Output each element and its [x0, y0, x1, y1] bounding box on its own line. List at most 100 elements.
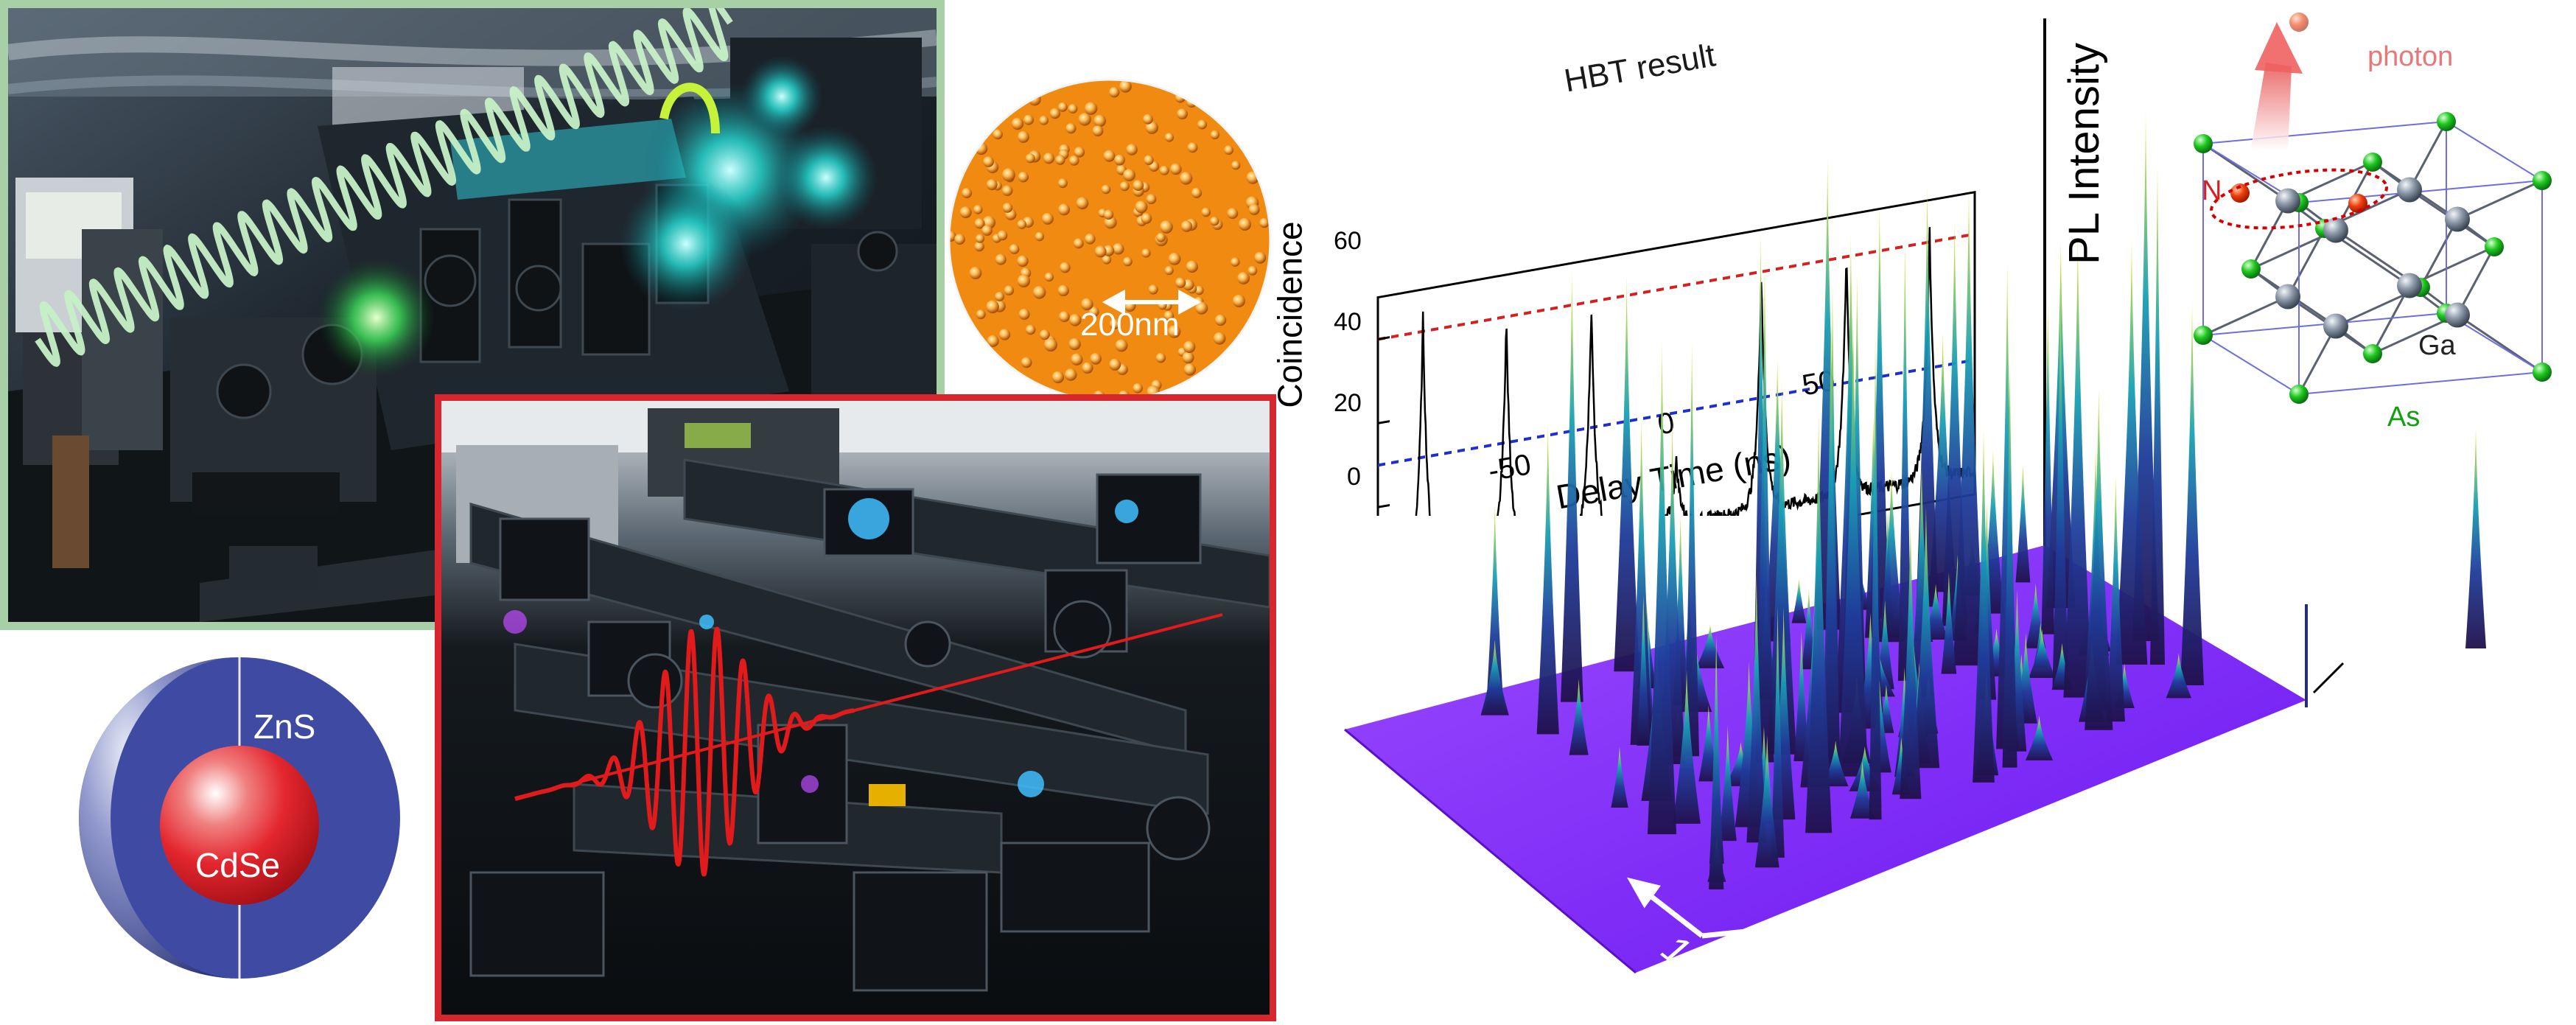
quantum-dot — [1175, 277, 1186, 288]
quantum-dot — [1032, 286, 1046, 299]
quantum-dot — [1017, 274, 1030, 287]
quantum-dot — [1155, 353, 1166, 363]
pl-peak — [2029, 629, 2056, 678]
quantum-dot — [1197, 119, 1207, 130]
quantum-dot — [1071, 353, 1083, 365]
quantum-dot — [1057, 178, 1068, 189]
as-atom — [2437, 112, 2456, 131]
core-label: CdSe — [195, 846, 281, 884]
ytick-60: 60 — [1334, 227, 1362, 255]
quantum-dot — [1064, 368, 1077, 381]
quantum-dot — [1017, 130, 1029, 143]
ga-atom — [2397, 273, 2422, 298]
pl-peak — [1630, 418, 1653, 745]
quantum-dot — [1041, 212, 1054, 225]
quantum-dot — [1180, 220, 1193, 232]
pl-peak — [1878, 470, 1905, 643]
quantum-dot — [1224, 145, 1233, 155]
ga-atom — [2323, 313, 2348, 339]
pl-peak — [2085, 385, 2113, 730]
quantum-dot — [1177, 108, 1188, 119]
quantum-dot — [1049, 108, 1060, 119]
quantum-dot — [1092, 125, 1104, 136]
quantum-dot — [1059, 311, 1070, 323]
quantum-dot — [1254, 251, 1267, 264]
quantum-dot — [1148, 284, 1158, 295]
quantum-dot — [1231, 161, 1241, 170]
quantum-dot — [1210, 130, 1219, 139]
quantum-dot — [993, 129, 1003, 140]
pl-peak — [1805, 413, 1833, 833]
quantum-dot — [1090, 353, 1102, 365]
quantum-dot — [1170, 163, 1182, 175]
quantum-dot — [1210, 217, 1219, 226]
arsenic-label: As — [2387, 402, 2421, 433]
quantum-dot — [1043, 153, 1054, 164]
pl-peak — [1561, 270, 1583, 702]
reference-line-red — [1378, 232, 1975, 341]
quantum-dot — [1163, 310, 1175, 321]
pl-peak — [1771, 606, 1785, 858]
quantum-dot — [1109, 358, 1121, 371]
quantum-dot — [1084, 102, 1098, 115]
quantum-dot — [1160, 220, 1173, 234]
quantum-dot — [1078, 113, 1091, 126]
quantum-dot — [1141, 213, 1152, 224]
quantum-dot — [1194, 285, 1204, 295]
quantum-dot — [981, 225, 993, 236]
quantum-dot — [962, 188, 972, 198]
as-atom — [2241, 259, 2261, 279]
pl-peak — [1838, 321, 1869, 777]
quantum-dot — [1164, 133, 1175, 142]
quantum-dot — [995, 291, 1005, 301]
quantum-dot — [1068, 314, 1082, 326]
quantum-dot — [969, 267, 982, 279]
pl-peak — [1953, 189, 1985, 666]
pl-peak — [1912, 507, 1940, 769]
ga-atom — [2397, 177, 2422, 203]
quantum-dot — [1068, 104, 1078, 113]
pl-peak — [1849, 761, 1875, 819]
pl-peak — [1821, 310, 1841, 782]
quantum-dot — [1133, 180, 1144, 192]
quantum-dot — [1145, 121, 1158, 134]
quantum-dot — [1238, 217, 1251, 231]
quantum-dot — [1213, 332, 1226, 345]
quantum-dot — [1076, 197, 1089, 210]
as-atom — [2194, 134, 2213, 153]
quantum-dot — [1081, 298, 1093, 311]
quantum-dot — [997, 230, 1008, 241]
quantum-dot — [1094, 245, 1107, 258]
pl-peak — [2149, 164, 2166, 665]
quantum-dot — [1259, 217, 1270, 228]
quantum-dot — [954, 234, 965, 245]
pl-peak — [1480, 640, 1509, 716]
as-atom — [2485, 237, 2504, 256]
quantum-dot — [949, 231, 956, 242]
quantum-dot — [1055, 155, 1065, 165]
quantum-dot — [1109, 87, 1120, 98]
quantum-dot — [1232, 294, 1245, 307]
pl-peak — [1973, 427, 1995, 783]
quantum-dot — [976, 309, 986, 320]
quantum-dot — [1179, 172, 1193, 185]
quantum-dot — [1119, 181, 1130, 192]
nitrogen-label: N — [2202, 175, 2222, 206]
quantum-dot — [1237, 272, 1250, 284]
ga-atom — [2275, 284, 2300, 309]
quantum-dot — [1011, 117, 1024, 130]
pl-peak — [1614, 275, 1639, 672]
quantum-dot — [1039, 116, 1049, 125]
pl-peak — [2002, 358, 2017, 768]
quantum-dot — [1141, 248, 1151, 258]
quantum-dot — [1025, 324, 1036, 335]
quantum-dot — [1102, 255, 1112, 265]
pl-peak — [2052, 292, 2069, 689]
quantum-dot — [1135, 200, 1148, 214]
quantum-dot — [1051, 371, 1065, 384]
pl-peak — [2041, 302, 2055, 634]
gaas-lattice: photon N Ga As — [2093, 0, 2576, 472]
quantum-dot — [974, 218, 985, 229]
quantum-dot — [1074, 147, 1085, 158]
quantum-dot — [1002, 203, 1013, 213]
